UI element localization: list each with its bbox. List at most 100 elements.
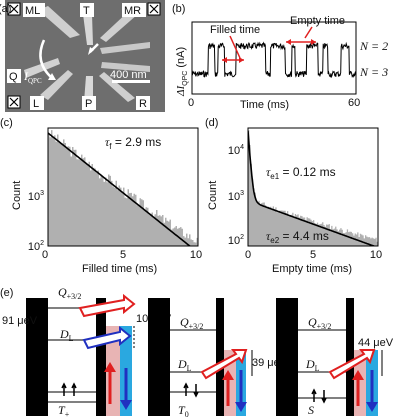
gate-r-box: R	[136, 96, 150, 110]
gate-r-shape	[99, 72, 135, 102]
gate-mr-shape	[100, 10, 138, 42]
gate-t-shape	[83, 14, 93, 45]
current-arrow	[39, 39, 53, 79]
scalebar-label: 400 nm	[110, 69, 147, 81]
gate-t-box: T	[80, 3, 94, 17]
dl-label: DL	[59, 327, 74, 343]
gate-side2-shape	[101, 62, 150, 72]
d-xtick-10: 10	[370, 249, 382, 261]
dl-label: DL	[305, 357, 320, 373]
panel-e-label: (e)	[0, 287, 13, 299]
gate-r-label: R	[139, 98, 147, 110]
current-trace-line	[191, 41, 357, 79]
tau-e2-annotation: τe2 = 4.4 ms	[266, 229, 329, 245]
c-ytick-100: 102	[28, 240, 44, 253]
gate-l-label: L	[33, 98, 39, 110]
ohmic-cross-icon	[9, 4, 19, 14]
spin-up-red-head	[222, 370, 234, 380]
spin-up-icon	[311, 388, 317, 402]
red-transition-arrow	[200, 349, 248, 380]
gate-p-box: P	[82, 96, 96, 110]
b-xtick-0: 0	[188, 97, 194, 109]
d-xtick-5: 5	[310, 249, 316, 261]
panel-c-label: (c)	[0, 117, 13, 129]
tau-f-annotation: τf = 2.9 ms	[105, 135, 161, 151]
left-lead-block	[276, 298, 298, 416]
ohmic-cross-icon	[9, 97, 19, 107]
filled-time-fit	[48, 132, 192, 246]
c-xtick-5: 5	[120, 249, 126, 261]
gate-l-box: L	[7, 95, 44, 110]
c-xtick-0: 0	[42, 249, 48, 261]
panel-a-label: (a)	[0, 3, 11, 15]
tunnel-barrier	[346, 298, 354, 416]
filled-time-histogram	[48, 130, 198, 246]
gate-ml-box: ML	[7, 2, 45, 17]
red-transition-arrow	[328, 349, 376, 380]
empty-time-histogram	[248, 130, 378, 246]
empty-time-label: Empty time	[290, 15, 345, 27]
b-xtick-60: 60	[348, 97, 360, 109]
spin-up-icon	[61, 382, 67, 396]
b-xlabel: Time (ms)	[240, 99, 289, 111]
panel-d: (d) 104 103 102 0 5 10 Empty time (ms) C…	[205, 117, 382, 275]
c-ytick-1000: 103	[28, 190, 44, 203]
d-ytick-10000: 104	[228, 144, 244, 157]
panel-b-label: (b)	[172, 3, 185, 15]
q-label: Q+3/2	[308, 315, 331, 331]
dl-label: DL	[177, 357, 192, 373]
spin-down-icon	[321, 390, 327, 404]
state-t-zero: T0	[178, 403, 189, 417]
tunnel-barrier	[216, 298, 224, 416]
panel-b-axes	[191, 21, 357, 95]
panel-e: (e) 91 μeV Q+3/2 DL 10 μeV T+	[0, 285, 394, 417]
spin-down-icon	[193, 384, 199, 398]
gate-t-label: T	[83, 5, 90, 17]
gate-mr-box: MR	[122, 2, 161, 17]
filled-time-label: Filled time	[210, 24, 260, 36]
d-xlabel: Empty time (ms)	[272, 263, 352, 275]
c-xlabel: Filled time (ms)	[82, 263, 157, 275]
spin-up-red-head	[352, 370, 364, 380]
spin-up-icon	[183, 382, 189, 396]
spin-down-blue-head	[120, 400, 132, 410]
spin-up-icon	[71, 382, 77, 396]
gate-p-label: P	[85, 98, 92, 110]
current-label: IQPC	[23, 69, 42, 85]
panel-d-axes	[247, 127, 379, 247]
scalebar	[112, 80, 150, 83]
tau-e1-annotation: τe1 = 0.12 ms	[266, 165, 336, 181]
energy-44-label: 44 μeV	[358, 337, 394, 349]
gate-q-label: Q	[9, 71, 18, 83]
panel-c-axes	[47, 127, 199, 247]
gate-ml-label: ML	[25, 5, 40, 17]
q-label: Q+3/2	[58, 285, 81, 301]
dot-arrowhead	[88, 47, 94, 55]
trace-series	[191, 41, 357, 79]
gate-q-shape	[24, 58, 60, 78]
d-ytick-1000: 103	[228, 190, 244, 203]
d-ytick-100: 102	[228, 234, 244, 247]
current-arrowhead	[48, 73, 56, 80]
blue-transition-arrow	[82, 325, 132, 350]
spin-down-blue-head	[235, 402, 247, 412]
panel-b: (b) Filled time Empty time N = 2 N = 3 0…	[172, 3, 388, 111]
gate-p-shape	[84, 76, 93, 102]
diagram-t-zero: Q+3/2 DL 39 μeV T0	[148, 298, 288, 417]
spin-up-red-head	[104, 362, 116, 372]
tunnel-barrier	[96, 298, 106, 416]
panel-a: 400 nm ML T MR Q IQPC L	[0, 0, 165, 112]
empty-time-fit	[248, 130, 377, 246]
left-lead-block	[26, 298, 48, 416]
diagram-singlet: Q+3/2 DL 44 μeV S	[276, 298, 394, 417]
state-singlet: S	[308, 403, 314, 417]
filled-pointer	[229, 35, 241, 59]
gate-mr-label: MR	[124, 5, 141, 17]
c-xtick-10: 10	[190, 249, 202, 261]
diagram-t-plus: 91 μeV Q+3/2 DL 10 μeV T+	[2, 285, 172, 417]
c-ylabel: Count	[11, 181, 23, 210]
energy-91-label: 91 μeV	[2, 315, 38, 327]
left-lead-block	[148, 298, 170, 416]
panel-c: (c) 103 102 0 5 10 Filled time (ms) Coun…	[0, 117, 202, 275]
